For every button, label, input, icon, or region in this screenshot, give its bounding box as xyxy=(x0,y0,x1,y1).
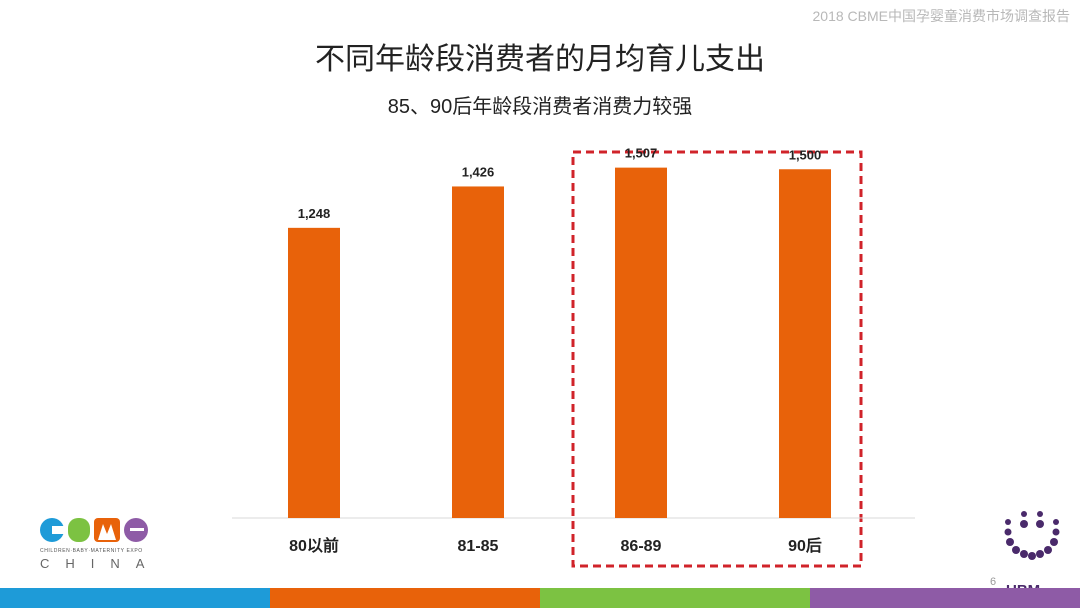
ubm-logo-icon xyxy=(1004,511,1060,560)
cbme-tagline: CHILDREN·BABY·MATERNITY EXPO xyxy=(40,548,143,554)
category-label: 90后 xyxy=(788,537,822,555)
bottom-color-stripe xyxy=(0,588,1080,608)
bar-81-85 xyxy=(452,186,504,518)
cbme-china-text: CHINA xyxy=(40,556,161,571)
category-label: 86-89 xyxy=(621,538,662,555)
data-label: 1,507 xyxy=(625,146,658,161)
chart-title: 不同年龄段消费者的月均育儿支出 xyxy=(315,43,765,76)
cbme-logo-icon xyxy=(40,518,148,542)
stripe-green xyxy=(540,588,810,608)
stripe-blue xyxy=(0,588,270,608)
bar-80以前 xyxy=(288,227,340,518)
bar-90后 xyxy=(779,169,831,518)
bar-86-89 xyxy=(615,167,667,518)
category-label: 80以前 xyxy=(289,536,339,555)
data-label: 1,426 xyxy=(462,164,495,179)
highlight-box xyxy=(571,150,863,568)
category-label: 81-85 xyxy=(458,538,499,555)
data-label: 1,500 xyxy=(789,147,822,162)
data-label: 1,248 xyxy=(298,206,331,221)
chart-subtitle: 85、90后年龄段消费者消费力较强 xyxy=(387,96,693,118)
page-number: 6 xyxy=(990,576,997,588)
stripe-orange xyxy=(270,588,540,608)
report-header-note: 2018 CBME中国孕婴童消费市场调查报告 xyxy=(812,8,1070,24)
stripe-purple xyxy=(810,588,1080,608)
